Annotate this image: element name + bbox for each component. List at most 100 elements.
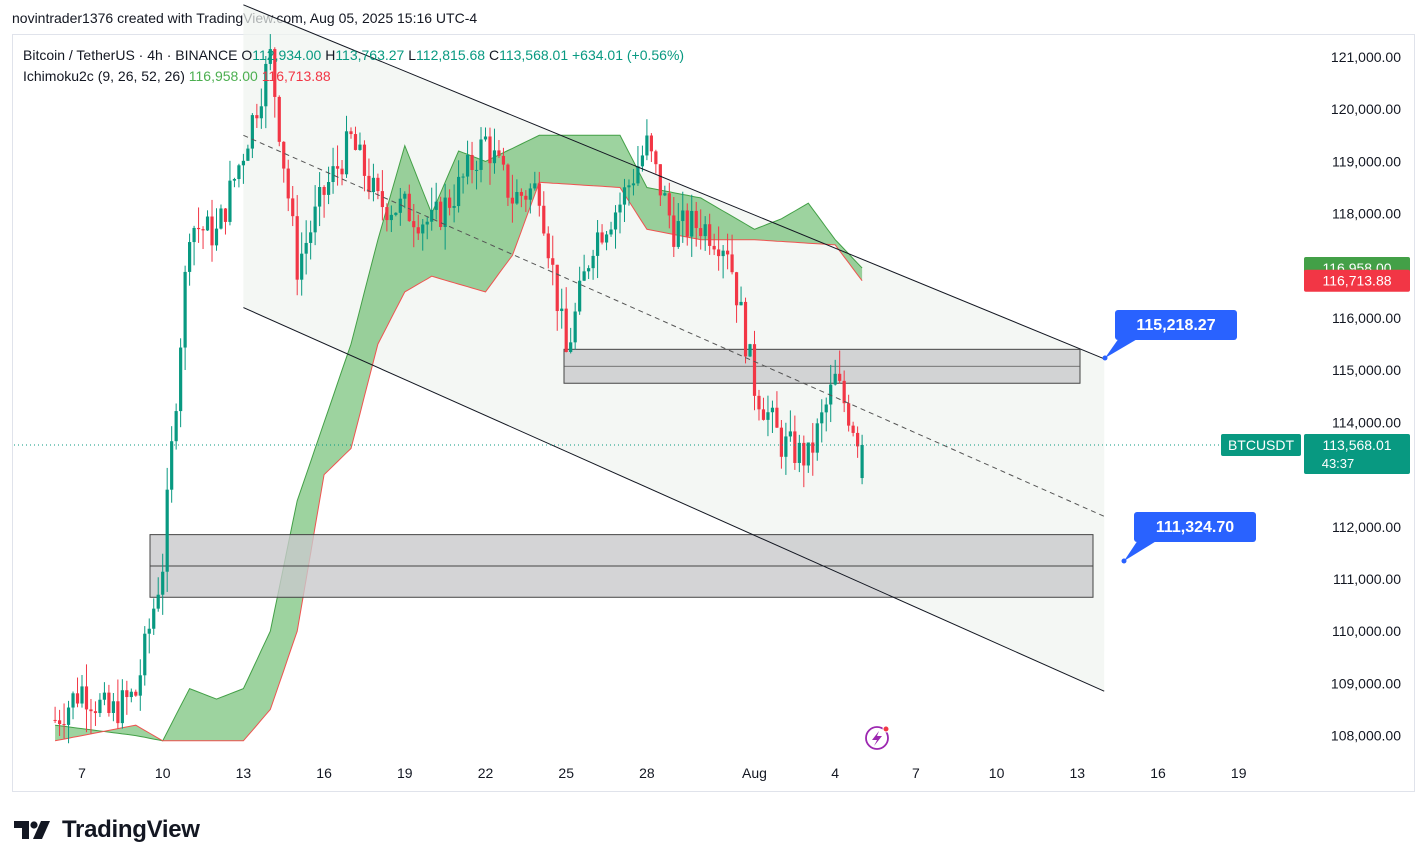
candle-body xyxy=(183,271,187,348)
candle-body xyxy=(156,594,160,609)
candle xyxy=(53,706,57,724)
channel-upper-line xyxy=(243,4,1105,360)
legend-ohlc-row: Bitcoin / TetherUS · 4h · BINANCE O112,9… xyxy=(23,45,684,66)
indicator-label[interactable]: Ichimoku2c (9, 26, 52, 26) xyxy=(23,68,185,84)
candle-body xyxy=(161,571,165,595)
candle xyxy=(730,234,734,275)
callout-lower-text: 111,324.70 xyxy=(1156,519,1234,536)
callout-upper-pointer xyxy=(1105,338,1139,358)
candle-body xyxy=(829,384,833,405)
x-tick-label: 13 xyxy=(236,765,252,781)
candle-body xyxy=(416,227,420,234)
candle xyxy=(838,350,842,384)
candle xyxy=(636,145,640,186)
candle xyxy=(560,288,564,329)
candle-body xyxy=(465,154,470,177)
candle-body xyxy=(820,412,824,424)
candle xyxy=(349,127,353,139)
candle xyxy=(546,226,550,269)
candle-body xyxy=(232,179,237,181)
candle-body xyxy=(595,232,600,256)
candle xyxy=(833,359,837,386)
candle-body xyxy=(98,699,102,714)
indicator-value-2: 116,713.88 xyxy=(261,68,331,84)
callout-upper-anchor xyxy=(1102,355,1108,361)
ichimoku-b-badge-text: 116,713.88 xyxy=(1322,273,1391,289)
candle xyxy=(820,399,824,443)
candle xyxy=(313,185,317,246)
candle-body xyxy=(856,432,860,447)
candle xyxy=(116,679,120,729)
candle xyxy=(179,338,183,428)
candle-body xyxy=(600,232,604,243)
candle-body xyxy=(219,208,223,229)
last-price-bg xyxy=(1304,433,1410,474)
candle xyxy=(107,684,111,717)
candle-body xyxy=(560,308,564,312)
candle-body xyxy=(228,180,232,222)
candle-body xyxy=(761,409,766,420)
candle xyxy=(457,160,461,213)
y-tick-label: 120,000.00 xyxy=(1331,101,1401,117)
candle-body xyxy=(353,134,358,150)
x-tick-label: 13 xyxy=(1070,765,1086,781)
lightning-icon-dot xyxy=(882,725,890,733)
candle xyxy=(443,183,447,250)
candles xyxy=(53,34,864,744)
candle-body xyxy=(654,151,658,165)
candle xyxy=(430,187,434,231)
candle-body xyxy=(322,186,326,195)
candle xyxy=(483,127,488,142)
candle-body xyxy=(591,255,595,269)
candle xyxy=(138,659,142,711)
ticker-text: BTCUSDT xyxy=(1228,437,1295,453)
candle-body xyxy=(309,232,313,243)
y-tick-label: 119,000.00 xyxy=(1332,153,1401,169)
candle xyxy=(111,693,115,722)
candle xyxy=(676,203,680,249)
candle xyxy=(761,397,766,421)
candle-body xyxy=(380,191,384,208)
y-tick-label: 115,000.00 xyxy=(1332,362,1401,378)
candle-body xyxy=(524,195,528,200)
candle-body xyxy=(421,224,425,234)
lightning-icon xyxy=(865,725,890,750)
candle-body xyxy=(483,136,488,140)
candle-body xyxy=(300,253,304,280)
candle-body xyxy=(766,412,770,420)
lightning-icon-ring xyxy=(865,726,889,750)
candle-body xyxy=(604,234,609,243)
candle-body xyxy=(645,135,649,156)
candle xyxy=(734,271,739,323)
candle-body xyxy=(582,271,586,281)
candle-body xyxy=(739,301,743,306)
candle xyxy=(479,127,483,183)
candle-body xyxy=(694,210,698,229)
x-tick-label: 28 xyxy=(639,765,655,781)
callout-upper-bg xyxy=(1115,310,1237,340)
candle-body xyxy=(838,373,842,381)
candle xyxy=(712,233,716,256)
candle-body xyxy=(425,221,429,225)
tradingview-brand[interactable]: TradingView xyxy=(62,816,200,843)
candle xyxy=(524,190,528,212)
candle-body xyxy=(277,96,281,142)
candle xyxy=(528,183,532,214)
candle-body xyxy=(152,608,156,629)
candle xyxy=(210,199,214,262)
candle-body xyxy=(640,155,645,167)
y-tick-label: 111,000.00 xyxy=(1333,571,1401,587)
candle-body xyxy=(793,431,797,463)
candle xyxy=(57,709,62,736)
low-label: L xyxy=(408,47,417,63)
candle xyxy=(600,224,604,245)
candle xyxy=(708,213,712,255)
y-tick-label: 110,000.00 xyxy=(1332,623,1401,639)
y-tick-label: 108,000.00 xyxy=(1331,728,1401,744)
candle-body xyxy=(318,186,322,207)
candle xyxy=(618,192,622,234)
candle-body xyxy=(533,183,537,189)
symbol-label[interactable]: Bitcoin / TetherUS · 4h · BINANCE xyxy=(23,47,238,63)
callout-lower-anchor xyxy=(1121,558,1127,564)
